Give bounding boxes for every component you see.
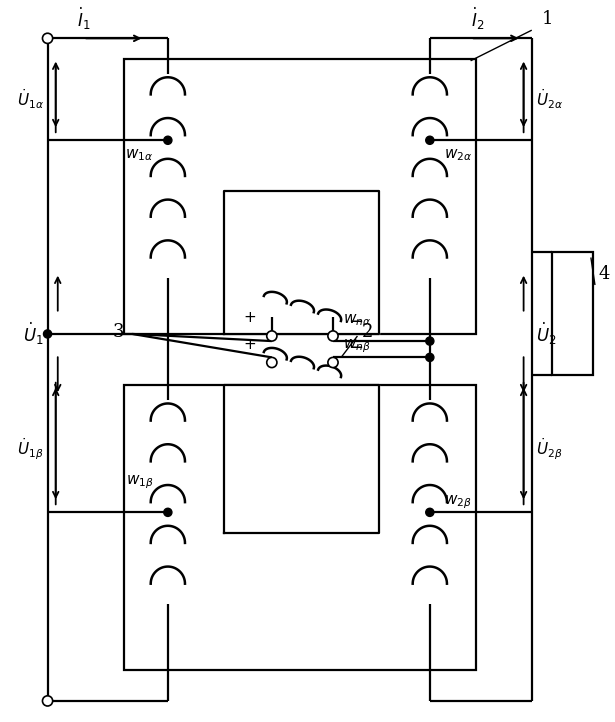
Circle shape <box>426 353 434 362</box>
Text: $w_{n\beta}$: $w_{n\beta}$ <box>343 337 371 355</box>
Text: 1: 1 <box>542 10 554 28</box>
Text: −: − <box>348 339 363 357</box>
Text: $w_{2\alpha}$: $w_{2\alpha}$ <box>444 148 472 163</box>
Circle shape <box>42 33 53 43</box>
Circle shape <box>164 508 172 516</box>
Circle shape <box>44 330 52 338</box>
Text: $\dot{I}_2$: $\dot{I}_2$ <box>471 6 485 32</box>
Circle shape <box>42 696 53 706</box>
Text: $\dot{U}_{1\alpha}$: $\dot{U}_{1\alpha}$ <box>17 87 44 111</box>
Text: +: + <box>243 336 256 352</box>
Text: +: + <box>243 310 256 325</box>
Polygon shape <box>224 385 379 533</box>
Text: 2: 2 <box>362 323 373 341</box>
Circle shape <box>328 331 338 341</box>
Text: $w_{1\alpha}$: $w_{1\alpha}$ <box>125 148 154 163</box>
Bar <box>124 385 475 670</box>
Text: $w_{n\alpha}$: $w_{n\alpha}$ <box>343 312 371 328</box>
Text: $\dot{I}_1$: $\dot{I}_1$ <box>76 6 90 32</box>
Text: −: − <box>348 313 363 331</box>
Bar <box>124 58 475 334</box>
Text: $w_{2\beta}$: $w_{2\beta}$ <box>444 493 472 511</box>
Circle shape <box>426 337 434 345</box>
Circle shape <box>164 136 172 144</box>
Text: $\dot{U}_1$: $\dot{U}_1$ <box>23 321 44 347</box>
Text: $\dot{U}_2$: $\dot{U}_2$ <box>536 321 557 347</box>
Text: $w_{1\beta}$: $w_{1\beta}$ <box>126 473 154 490</box>
Circle shape <box>426 508 434 516</box>
Circle shape <box>267 357 277 367</box>
Text: $\dot{U}_{2\alpha}$: $\dot{U}_{2\alpha}$ <box>536 87 563 111</box>
Bar <box>552 253 593 375</box>
Text: $\dot{U}_{1\beta}$: $\dot{U}_{1\beta}$ <box>17 436 44 462</box>
Circle shape <box>426 136 434 144</box>
Text: 4: 4 <box>598 265 609 283</box>
Text: $\dot{U}_{2\beta}$: $\dot{U}_{2\beta}$ <box>536 436 562 462</box>
Polygon shape <box>224 191 379 334</box>
Circle shape <box>267 331 277 341</box>
Text: 3: 3 <box>113 323 124 341</box>
Circle shape <box>328 357 338 367</box>
